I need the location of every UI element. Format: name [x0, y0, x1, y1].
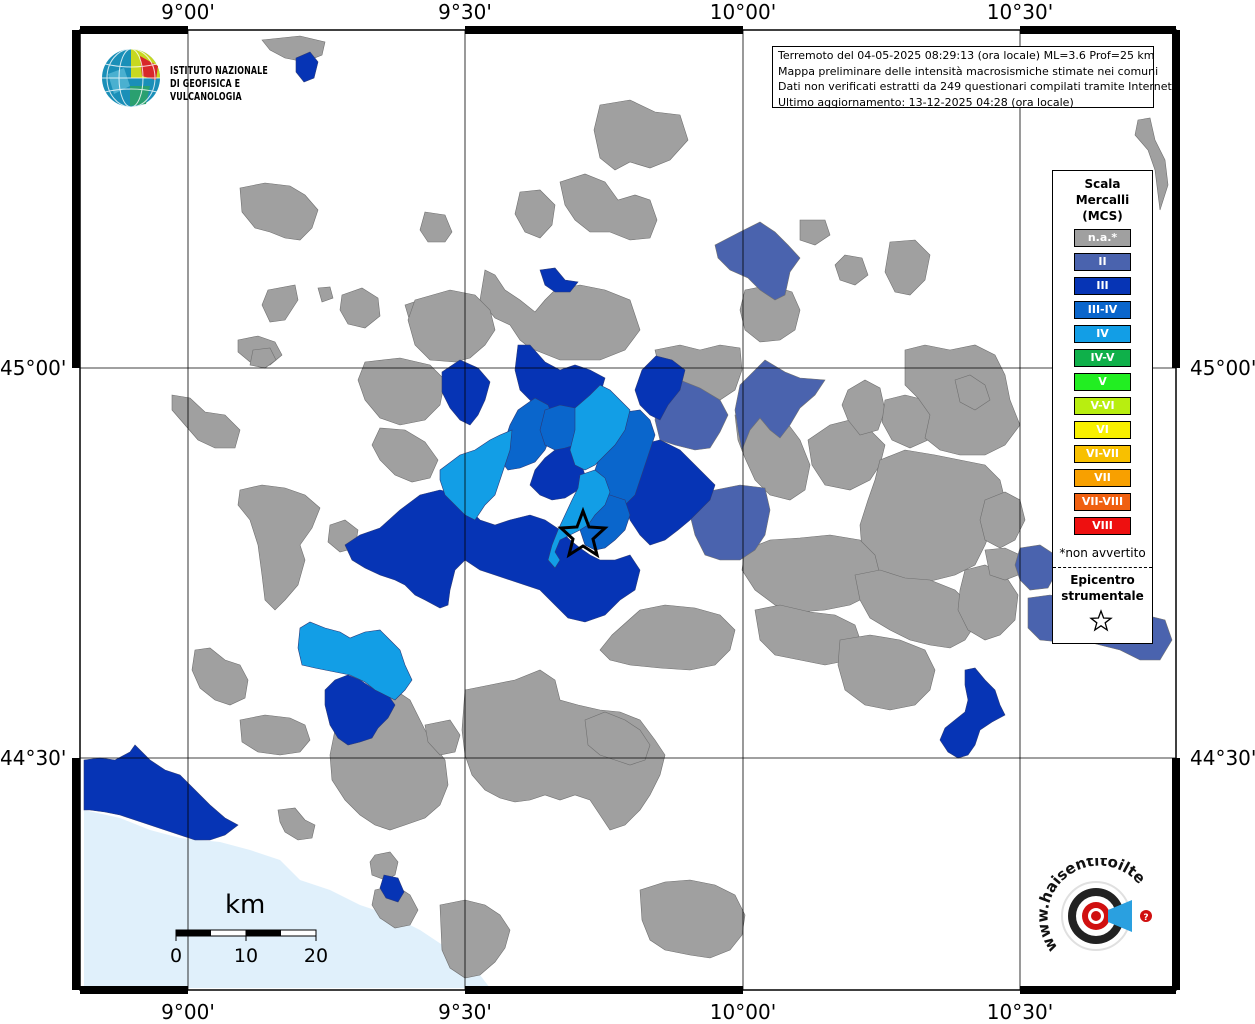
- scale-bar-tick: 20: [303, 945, 329, 967]
- municipalities-iii: [83, 51, 1006, 903]
- lon-label-top: 9°00': [161, 0, 215, 24]
- globe-icon: [102, 48, 160, 108]
- legend-title-line: (MCS): [1082, 209, 1123, 223]
- sea-area: [84, 810, 490, 988]
- lon-label-bottom: 10°30': [986, 1000, 1054, 1024]
- event-info-box: Terremoto del 04-05-2025 08:29:13 (ora l…: [772, 46, 1176, 109]
- ingv-name-line: DI GEOFISICA E VULCANOLOGIA: [170, 77, 242, 103]
- lat-label-left: 44°30': [0, 746, 67, 770]
- legend-item: VII-VIII: [1074, 493, 1131, 511]
- legend-item: n.a.*: [1074, 229, 1131, 247]
- legend-title: Scala Mercalli (MCS): [1053, 176, 1152, 224]
- event-info-line: Ultimo aggiornamento: 13-12-2025 04:28 (…: [778, 95, 1074, 109]
- legend-item: V-VI: [1074, 397, 1131, 415]
- legend-item: III: [1074, 277, 1131, 295]
- lon-label-bottom: 10°00': [709, 1000, 777, 1024]
- svg-text:?: ?: [1143, 913, 1148, 923]
- legend-epicenter-line: strumentale: [1061, 589, 1144, 603]
- lat-label-right: 45°00': [1190, 356, 1255, 380]
- scale-bar: km 0 10 20: [170, 890, 340, 970]
- event-info-line: Dati non verificati estratti da 249 ques…: [778, 80, 1176, 93]
- legend-item: VI: [1074, 421, 1131, 439]
- legend-item: IV-V: [1074, 349, 1131, 367]
- legend-title-line: Mercalli: [1075, 193, 1130, 207]
- frame-ticks: [72, 26, 1180, 994]
- scale-bar-unit: km: [225, 890, 266, 920]
- seismograph-logo-icon: ? www.haisentitoilterremoto.it: [1020, 844, 1152, 955]
- scale-bar-graphic: [175, 929, 317, 941]
- star-icon: [1089, 609, 1113, 632]
- legend-item: VI-VII: [1074, 445, 1131, 463]
- scale-bar-tick: 0: [169, 945, 183, 967]
- ingv-name-line: ISTITUTO NAZIONALE: [170, 64, 268, 77]
- legend-divider: [1053, 567, 1152, 568]
- legend-item: III-IV: [1074, 301, 1131, 319]
- legend-note: *non avvertito: [1059, 546, 1146, 560]
- lon-label-top: 10°00': [709, 0, 777, 24]
- haisentito-logo: ? www.haisentitoilterremoto.it: [1020, 844, 1168, 978]
- lon-label-top: 10°30': [986, 0, 1054, 24]
- lon-label-top: 9°30': [438, 0, 492, 24]
- scale-bar-tick: 10: [233, 945, 259, 967]
- event-info-line: Terremoto del 04-05-2025 08:29:13 (ora l…: [778, 49, 1155, 62]
- lon-label-bottom: 9°30': [438, 1000, 492, 1024]
- lon-label-bottom: 9°00': [161, 1000, 215, 1024]
- legend-item: VII: [1074, 469, 1131, 487]
- legend-item: II: [1074, 253, 1131, 271]
- lat-label-right: 44°30': [1190, 746, 1255, 770]
- event-info-line: Mappa preliminare delle intensità macros…: [778, 64, 1159, 78]
- lat-label-left: 45°00': [0, 356, 67, 380]
- legend-epicenter-line: Epicentro: [1070, 573, 1135, 587]
- ingv-logo: ISTITUTO NAZIONALE DI GEOFISICA E VULCAN…: [100, 46, 320, 110]
- legend-title-line: Scala: [1084, 177, 1121, 191]
- legend-item: V: [1074, 373, 1131, 391]
- intensity-legend: Scala Mercalli (MCS) n.a.* II III III-IV IV I…: [1052, 170, 1153, 644]
- grid-lines: [80, 30, 1176, 990]
- legend-item: IV: [1074, 325, 1131, 343]
- epicenter-star: [557, 506, 609, 559]
- legend-epicenter-label: Epicentro strumentale: [1053, 572, 1152, 604]
- legend-item: VIII: [1074, 517, 1131, 535]
